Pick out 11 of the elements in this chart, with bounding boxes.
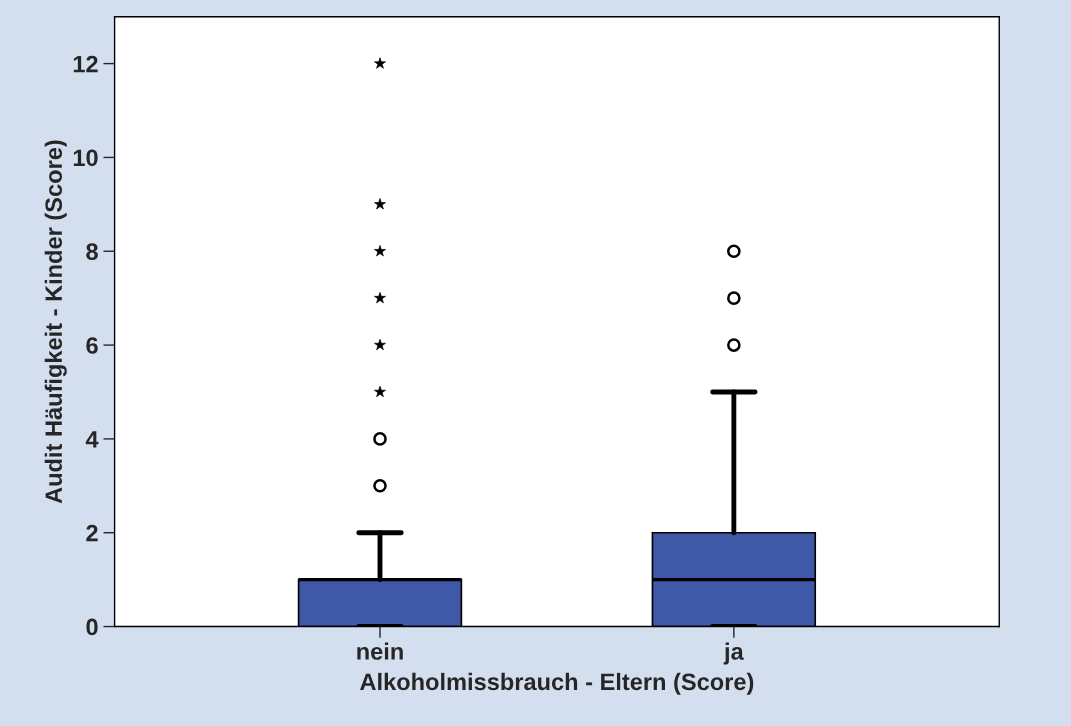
y-tick-label: 4 bbox=[85, 431, 99, 448]
y-tick-label: 12 bbox=[73, 55, 98, 73]
y-tick-label: 2 bbox=[86, 524, 98, 542]
y-tick-label: 8 bbox=[86, 243, 98, 261]
y-tick-label: 0 bbox=[86, 618, 98, 636]
x-axis-title: Alkoholmissbrauch - Eltern (Score) bbox=[360, 672, 754, 695]
x-tick-label: nein bbox=[357, 642, 403, 660]
y-axis-title: Audit Häufigkeit - Kinder (Score) bbox=[44, 140, 67, 504]
x-tick-label: ja bbox=[723, 642, 744, 665]
y-tick-label: 10 bbox=[73, 149, 98, 167]
y-tick-label: 6 bbox=[86, 337, 98, 354]
